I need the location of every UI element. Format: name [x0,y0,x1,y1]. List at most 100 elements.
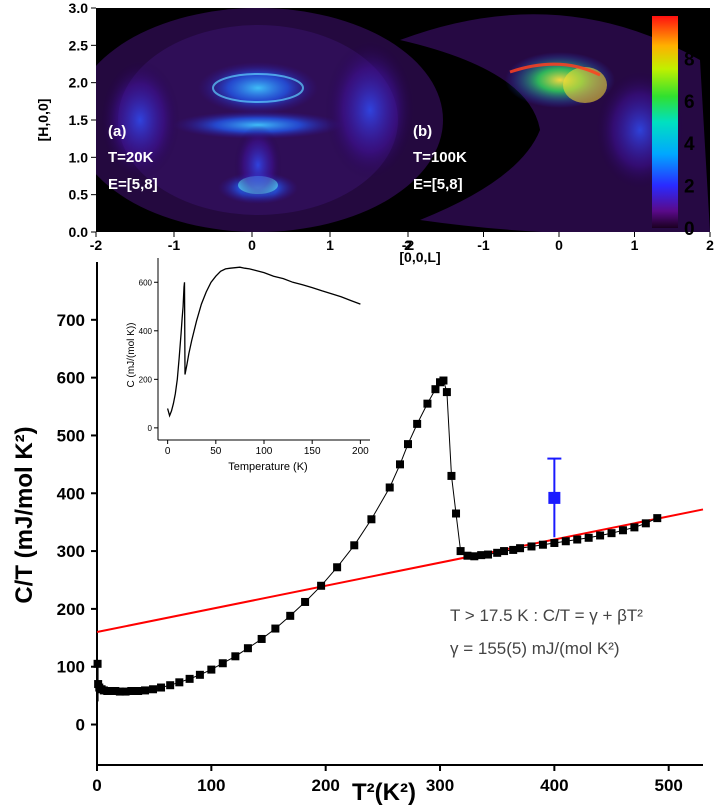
data-point [463,551,472,560]
inset-y-tick-label: 400 [139,327,153,336]
data-point [243,644,252,653]
data-point [127,686,136,695]
data-point [596,531,605,540]
data-point [500,547,509,556]
main-x-label: T²(K²) [352,779,416,806]
data-point [573,535,582,544]
data-point [367,515,376,524]
colorbar-tick-label: 6 [684,92,695,113]
inset-x-tick-label: 50 [210,446,222,457]
inset-y-tick-label: 200 [139,375,153,384]
data-point [470,552,479,561]
data-point [175,678,184,687]
main-y-tick-label: 300 [57,542,85,561]
data-point [396,460,404,469]
panel-b-label: (b) [413,123,432,140]
data-point [527,542,536,551]
main-y-tick-label: 500 [57,426,85,445]
data-point [447,471,456,480]
heatmap-axes: 0.00.51.01.52.02.53.0-2 -1 0 1 2 -1 0 1 2-2 [69,0,714,253]
inset-x-tick-label: 100 [256,446,273,457]
data-point [509,545,518,554]
data-point [218,659,227,668]
heatmap-y-tick-label: 3.0 [69,0,89,16]
heatmap-y-tick-label: 1.5 [69,112,89,128]
panel-b-energy: E=[5,8] [413,176,463,193]
data-point [207,665,216,674]
data-point [317,581,326,590]
main-y-tick-label: 600 [57,369,85,388]
inset-y-tick-label: 600 [139,278,153,287]
main-y-tick-label: 200 [57,600,85,619]
data-point [653,514,662,523]
data-point [185,674,194,683]
data-point [630,523,639,532]
heatmap-x-tick-label: -1 [477,237,490,253]
data-point [584,533,593,542]
heatmap-x-label: [0,0,L] [399,249,440,265]
data-point [271,624,280,633]
data-point [618,526,627,535]
heatmap-y-tick-label: 2.5 [69,37,89,53]
main-y-tick-label: 0 [76,716,85,735]
data-point [413,419,422,428]
data-point [404,440,413,449]
data-point [111,686,120,695]
data-point [550,538,559,547]
data-point [607,529,616,538]
colorbar-tick-label: 2 [684,177,695,198]
data-point [431,385,440,394]
heatmap-y-tick-label: 1.0 [69,149,89,165]
colorbar-tick-label: 4 [684,134,695,155]
data-point [257,634,266,643]
inset-x-tick-label: 0 [165,446,171,457]
data-point [115,687,124,696]
data-point [121,687,130,696]
heatmap-y-tick-label: 0.0 [69,224,89,240]
inset-y-label: C (mJ/(mol K)) [126,323,137,388]
data-point [149,685,158,694]
heatmap-x-tick-label: 2 [706,237,714,253]
data-point [452,509,461,518]
main-y-tick-label: 700 [57,311,85,330]
main-x-tick-label: 100 [197,776,225,795]
heatmap-x-tick-label: 1 [326,237,334,253]
fit-formula: T > 17.5 K : C/T = γ + βT² [450,606,643,625]
data-point [538,540,547,549]
main-y-tick-label: 100 [57,658,85,677]
data-point [350,541,359,550]
main-x-tick-label: 0 [92,776,101,795]
data-point [166,681,175,690]
data-point [134,686,143,695]
data-point [93,659,102,668]
heatmap-y-tick-label: 2.0 [69,75,89,91]
colorbar-ticks: 0 2 4 6 8 10 [684,7,705,240]
data-point [231,652,240,661]
highlight-point [548,491,561,504]
inset-plot: 0 200 400 600 0 50 100 150 200 [139,258,370,457]
heatmap-x-tick-label: 1 [631,237,639,253]
heatmap-x-tick-label: 0 [248,237,256,253]
heatmap-texture [96,8,710,232]
inset-x-tick-label: 200 [352,446,369,457]
data-point [641,519,650,528]
data-point [516,544,525,553]
main-y-tick-label: 400 [57,484,85,503]
main-y-label: C/T (mJ/mol K²) [11,426,38,603]
fit-gamma: γ = 155(5) mJ/(mol K²) [450,639,620,658]
heatmap-x-tick-label: -1 [168,237,181,253]
inset-x-tick-label: 150 [304,446,321,457]
data-point [442,388,451,397]
fit-line [96,508,704,634]
data-point [477,551,486,560]
colorbar [652,16,678,228]
heatmap-y-tick-label: 0.5 [69,187,89,203]
heatmap-x-tick-label: -2 [90,237,103,253]
data-point [141,686,150,695]
data-point [456,547,465,556]
data-point [439,376,448,385]
data-point [484,550,493,559]
data-point [561,537,570,546]
data-point [333,563,342,572]
